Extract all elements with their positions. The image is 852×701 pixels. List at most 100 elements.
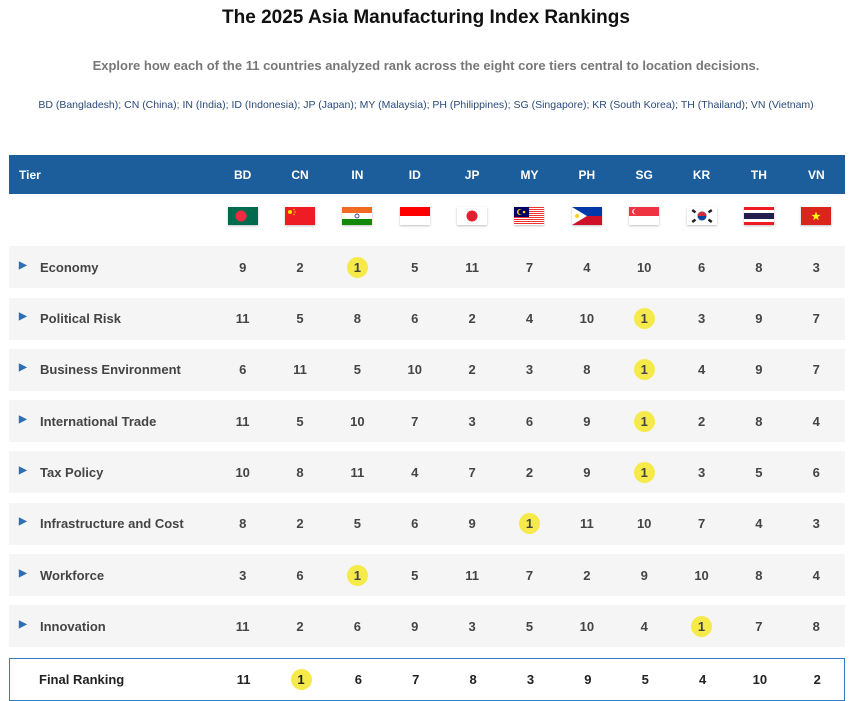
rank-cell: 7 [788, 362, 845, 377]
rank-value: 7 [468, 464, 476, 480]
rank-cell: 1 [616, 410, 673, 432]
rank-cell: 11 [443, 260, 500, 275]
rank-value: 2 [583, 567, 591, 583]
rank-value: 10 [350, 413, 365, 429]
rank-value: 8 [755, 567, 763, 583]
expand-triangle-icon[interactable]: ▶ [19, 567, 27, 579]
tier-row[interactable]: ▶ Workforce 3 6 1 5 11 7 2 9 10 8 4 [9, 554, 845, 597]
tier-row[interactable]: ▶ Economy 9 2 1 5 11 7 4 10 6 8 3 [9, 246, 845, 289]
rank-value: 4 [755, 516, 763, 532]
expand-triangle-icon[interactable]: ▶ [19, 259, 27, 271]
rank-cell: 10 [616, 516, 673, 531]
rank-value: 10 [579, 618, 595, 634]
top-rank-badge: 1 [633, 410, 655, 432]
final-ranking-row: Final Ranking 11 1 6 7 8 3 9 5 4 10 2 [9, 658, 845, 701]
tier-row[interactable]: ▶ Political Risk 11 5 8 6 2 4 10 1 3 9 7 [9, 297, 845, 340]
page-title: The 2025 Asia Manufacturing Index Rankin… [222, 7, 630, 28]
expand-triangle-icon[interactable]: ▶ [19, 618, 27, 630]
rank-cell: 11 [329, 465, 386, 480]
tier-label-cell[interactable]: ▶ Economy [9, 260, 214, 275]
flag-cell [386, 206, 443, 225]
flag-cell [329, 206, 386, 225]
tier-row[interactable]: ▶ Business Environment 6 11 5 10 2 3 8 1 4 9 7 [9, 348, 845, 391]
rank-cell: 8 [271, 465, 328, 480]
rank-value: 8 [296, 464, 304, 480]
rank-cell: 5 [386, 260, 443, 275]
tier-label: International Trade [40, 413, 157, 429]
rank-cell: 1 [501, 513, 558, 535]
rank-cell: 11 [214, 619, 271, 634]
rank-cell: 8 [788, 619, 845, 634]
flag-vn-icon [801, 206, 832, 225]
rank-value: 5 [296, 413, 304, 429]
top-rank-badge: 1 [633, 359, 655, 381]
rank-cell: 3 [788, 516, 845, 531]
rank-cell: 11 [214, 311, 271, 326]
rank-cell: 2 [271, 516, 328, 531]
rank-cell: 7 [673, 516, 730, 531]
rank-value: 3 [526, 672, 535, 688]
country-header-th: TH [750, 167, 767, 182]
rank-cell: 3 [502, 672, 559, 687]
tier-label-cell[interactable]: ▶ Infrastructure and Cost [9, 516, 214, 531]
subtitle: Explore how each of the 11 countries ana… [92, 58, 760, 73]
rank-cell: 7 [501, 568, 558, 583]
rank-value: 9 [584, 672, 592, 688]
tier-label-cell[interactable]: ▶ International Trade [9, 414, 214, 429]
country-header-jp: JP [464, 167, 480, 182]
expand-triangle-icon[interactable]: ▶ [19, 516, 27, 528]
flag-my-icon [514, 206, 545, 225]
rank-cell: 2 [443, 311, 500, 326]
country-header-cn: CN [291, 167, 309, 182]
rank-value: 11 [465, 259, 479, 275]
tier-label: Tax Policy [40, 464, 104, 480]
expand-triangle-icon[interactable]: ▶ [19, 464, 27, 476]
flag-id-icon [399, 206, 430, 225]
rank-cell: 1 [616, 308, 673, 330]
rank-value: 3 [812, 259, 820, 275]
tier-row[interactable]: ▶ Infrastructure and Cost 8 2 5 6 9 1 11 10 7 4 3 [9, 502, 845, 545]
rank-cell: 9 [730, 362, 787, 377]
rank-cell: 5 [271, 414, 328, 429]
rank-value: 11 [350, 464, 365, 480]
tier-label-cell[interactable]: ▶ Workforce [9, 568, 214, 583]
expand-triangle-icon[interactable]: ▶ [19, 413, 27, 425]
final-ranking-label: Final Ranking [39, 672, 125, 688]
expand-triangle-icon[interactable]: ▶ [19, 362, 27, 374]
rank-value: 6 [296, 567, 304, 583]
flag-cell [501, 206, 558, 225]
rank-value: 7 [411, 413, 419, 429]
rank-value: 11 [236, 672, 251, 688]
rank-value: 9 [468, 516, 476, 532]
top-rank-badge: 1 [633, 308, 655, 330]
rank-value: 4 [697, 362, 706, 378]
rank-value: 4 [583, 259, 591, 275]
flag-cell [673, 206, 730, 225]
rank-value: 8 [812, 618, 820, 634]
rank-cell: 10 [616, 260, 673, 275]
rank-value: 4 [525, 311, 534, 327]
rank-cell: 6 [673, 260, 730, 275]
top-rank-badge: 1 [346, 564, 368, 586]
tier-label-cell[interactable]: ▶ Political Risk [9, 311, 214, 326]
rank-value: 4 [812, 413, 820, 429]
rank-cell: 11 [443, 568, 500, 583]
rank-cell: 10 [214, 465, 271, 480]
rank-value: 10 [636, 516, 652, 532]
tier-row[interactable]: ▶ International Trade 11 5 10 7 3 6 9 1 2 8 4 [9, 400, 845, 443]
tier-label-cell[interactable]: ▶ Tax Policy [9, 465, 214, 480]
tier-label-cell[interactable]: ▶ Innovation [9, 619, 214, 634]
expand-triangle-icon[interactable]: ▶ [19, 311, 27, 323]
tier-row[interactable]: ▶ Tax Policy 10 8 11 4 7 2 9 1 3 5 6 [9, 451, 845, 494]
tier-label-cell[interactable]: ▶ Business Environment [9, 362, 214, 377]
top-rank-badge: 1 [518, 513, 540, 535]
rank-cell: 8 [329, 311, 386, 326]
rank-cell: 6 [330, 672, 387, 687]
rank-cell: 2 [558, 568, 615, 583]
rank-cell: 1 [329, 564, 386, 586]
tier-row[interactable]: ▶ Innovation 11 2 6 9 3 5 10 4 1 7 8 [9, 605, 845, 648]
rank-value: 7 [412, 672, 420, 688]
rank-cell: 6 [501, 414, 558, 429]
flag-cell [788, 206, 845, 225]
rank-cell: 11 [214, 414, 271, 429]
